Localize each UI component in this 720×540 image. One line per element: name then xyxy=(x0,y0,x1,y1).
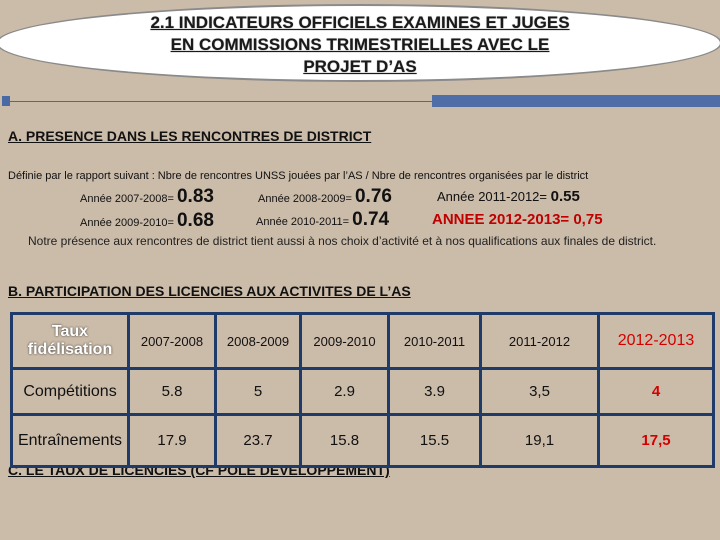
cell: 3,5 xyxy=(479,367,600,416)
table-row: Compétitions 5.8 5 2.9 3.9 3,5 4 xyxy=(10,367,715,416)
header-cell: 2012-2013 xyxy=(597,312,715,370)
year-ratio: Année 2007-2008= 0.83 xyxy=(80,186,214,208)
row-label: Compétitions xyxy=(10,367,130,416)
accent-square xyxy=(2,96,10,106)
title-line: 2.1 INDICATEURS OFFICIELS EXAMINES ET JU… xyxy=(150,13,570,32)
year-value: 0.55 xyxy=(550,188,580,205)
header-cell: 2010-2011 xyxy=(387,312,482,370)
cell: 15.8 xyxy=(299,413,390,468)
cell: 5 xyxy=(214,367,302,416)
year-ratio: Année 2011-2012= 0.55 xyxy=(437,188,580,205)
title: 2.1 INDICATEURS OFFICIELS EXAMINES ET JU… xyxy=(60,12,660,78)
year-label: Année 2007-2008= xyxy=(80,193,174,205)
year-label: Année 2009-2010= xyxy=(80,217,174,229)
title-line: PROJET D’AS xyxy=(303,57,417,76)
cell: 19,1 xyxy=(479,413,600,468)
cell: 23.7 xyxy=(214,413,302,468)
current-ratio: ANNEE 2012-2013= 0,75 xyxy=(432,211,603,228)
section-heading: B. PARTICIPATION DES LICENCIES AUX ACTIV… xyxy=(8,283,411,299)
definition: Définie par le rapport suivant : Nbre de… xyxy=(8,170,589,182)
table: Taux fidélisation 2007-2008 2008-2009 20… xyxy=(10,312,715,468)
year-label: Année 2008-2009= xyxy=(258,193,352,205)
row-label: Entraînements xyxy=(10,413,130,468)
cell: 5.8 xyxy=(127,367,217,416)
title-line: EN COMMISSIONS TRIMESTRIELLES AVEC LE xyxy=(170,35,550,54)
year-value: 0.68 xyxy=(176,210,214,231)
accent-bar xyxy=(432,95,720,107)
year-value: 0.76 xyxy=(354,186,392,207)
year-ratio: Année 2008-2009= 0.76 xyxy=(258,186,392,208)
section-heading: A. PRESENCE DANS LES RENCONTRES DE DISTR… xyxy=(8,128,372,144)
title-ellipse xyxy=(0,4,720,82)
rule xyxy=(8,101,432,102)
note: Notre présence aux rencontres de distric… xyxy=(28,234,657,248)
cell: 2.9 xyxy=(299,367,390,416)
year-ratio: Année 2010-2011= 0.74 xyxy=(256,209,389,231)
header-cell: 2009-2010 xyxy=(299,312,390,370)
year-label: Année 2011-2012= xyxy=(437,189,547,204)
year-ratio: Année 2009-2010= 0.68 xyxy=(80,210,214,232)
header-cell: 2011-2012 xyxy=(479,312,600,370)
year-value: 0.74 xyxy=(352,209,390,230)
year-value: 0.83 xyxy=(176,186,214,207)
cell: 4 xyxy=(597,367,715,416)
header-cell: 2007-2008 xyxy=(127,312,217,370)
header-cell: 2008-2009 xyxy=(214,312,302,370)
cell: 15.5 xyxy=(387,413,482,468)
table-header: Taux fidélisation 2007-2008 2008-2009 20… xyxy=(10,312,715,370)
cell: 17.9 xyxy=(127,413,217,468)
header-cell: Taux fidélisation xyxy=(10,312,130,370)
cell: 3.9 xyxy=(387,367,482,416)
cell: 17,5 xyxy=(597,413,715,468)
table-row: Entraînements 17.9 23.7 15.8 15.5 19,1 1… xyxy=(10,413,715,468)
year-label: Année 2010-2011= xyxy=(256,216,350,228)
